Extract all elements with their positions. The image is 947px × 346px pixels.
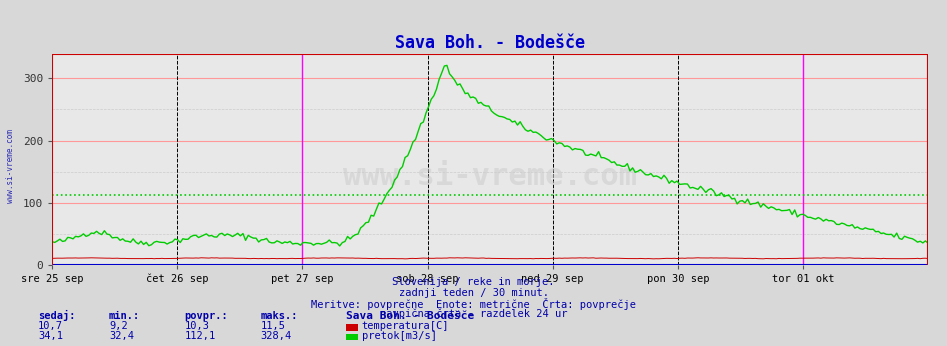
Text: 11,5: 11,5 — [260, 321, 285, 331]
Text: Sava Boh. - Bodešče: Sava Boh. - Bodešče — [346, 311, 474, 321]
Text: min.:: min.: — [109, 311, 140, 321]
Text: 112,1: 112,1 — [185, 331, 216, 341]
Text: 9,2: 9,2 — [109, 321, 128, 331]
Text: sedaj:: sedaj: — [38, 310, 76, 321]
Text: 10,3: 10,3 — [185, 321, 209, 331]
Text: www.si-vreme.com: www.si-vreme.com — [343, 162, 637, 191]
Text: maks.:: maks.: — [260, 311, 298, 321]
Text: Slovenija / reke in morje.: Slovenija / reke in morje. — [392, 277, 555, 288]
Title: Sava Boh. - Bodešče: Sava Boh. - Bodešče — [395, 34, 585, 52]
Text: 34,1: 34,1 — [38, 331, 63, 341]
Text: www.si-vreme.com: www.si-vreme.com — [6, 129, 15, 203]
Text: zadnji teden / 30 minut.: zadnji teden / 30 minut. — [399, 288, 548, 298]
Text: pretok[m3/s]: pretok[m3/s] — [362, 331, 437, 341]
Text: povpr.:: povpr.: — [185, 311, 228, 321]
Text: 328,4: 328,4 — [260, 331, 292, 341]
Text: 10,7: 10,7 — [38, 321, 63, 331]
Text: 32,4: 32,4 — [109, 331, 134, 341]
Text: navpična črta - razdelek 24 ur: navpična črta - razdelek 24 ur — [380, 309, 567, 319]
Text: Meritve: povprečne  Enote: metrične  Črta: povprečje: Meritve: povprečne Enote: metrične Črta:… — [311, 298, 636, 310]
Text: temperatura[C]: temperatura[C] — [362, 321, 449, 331]
